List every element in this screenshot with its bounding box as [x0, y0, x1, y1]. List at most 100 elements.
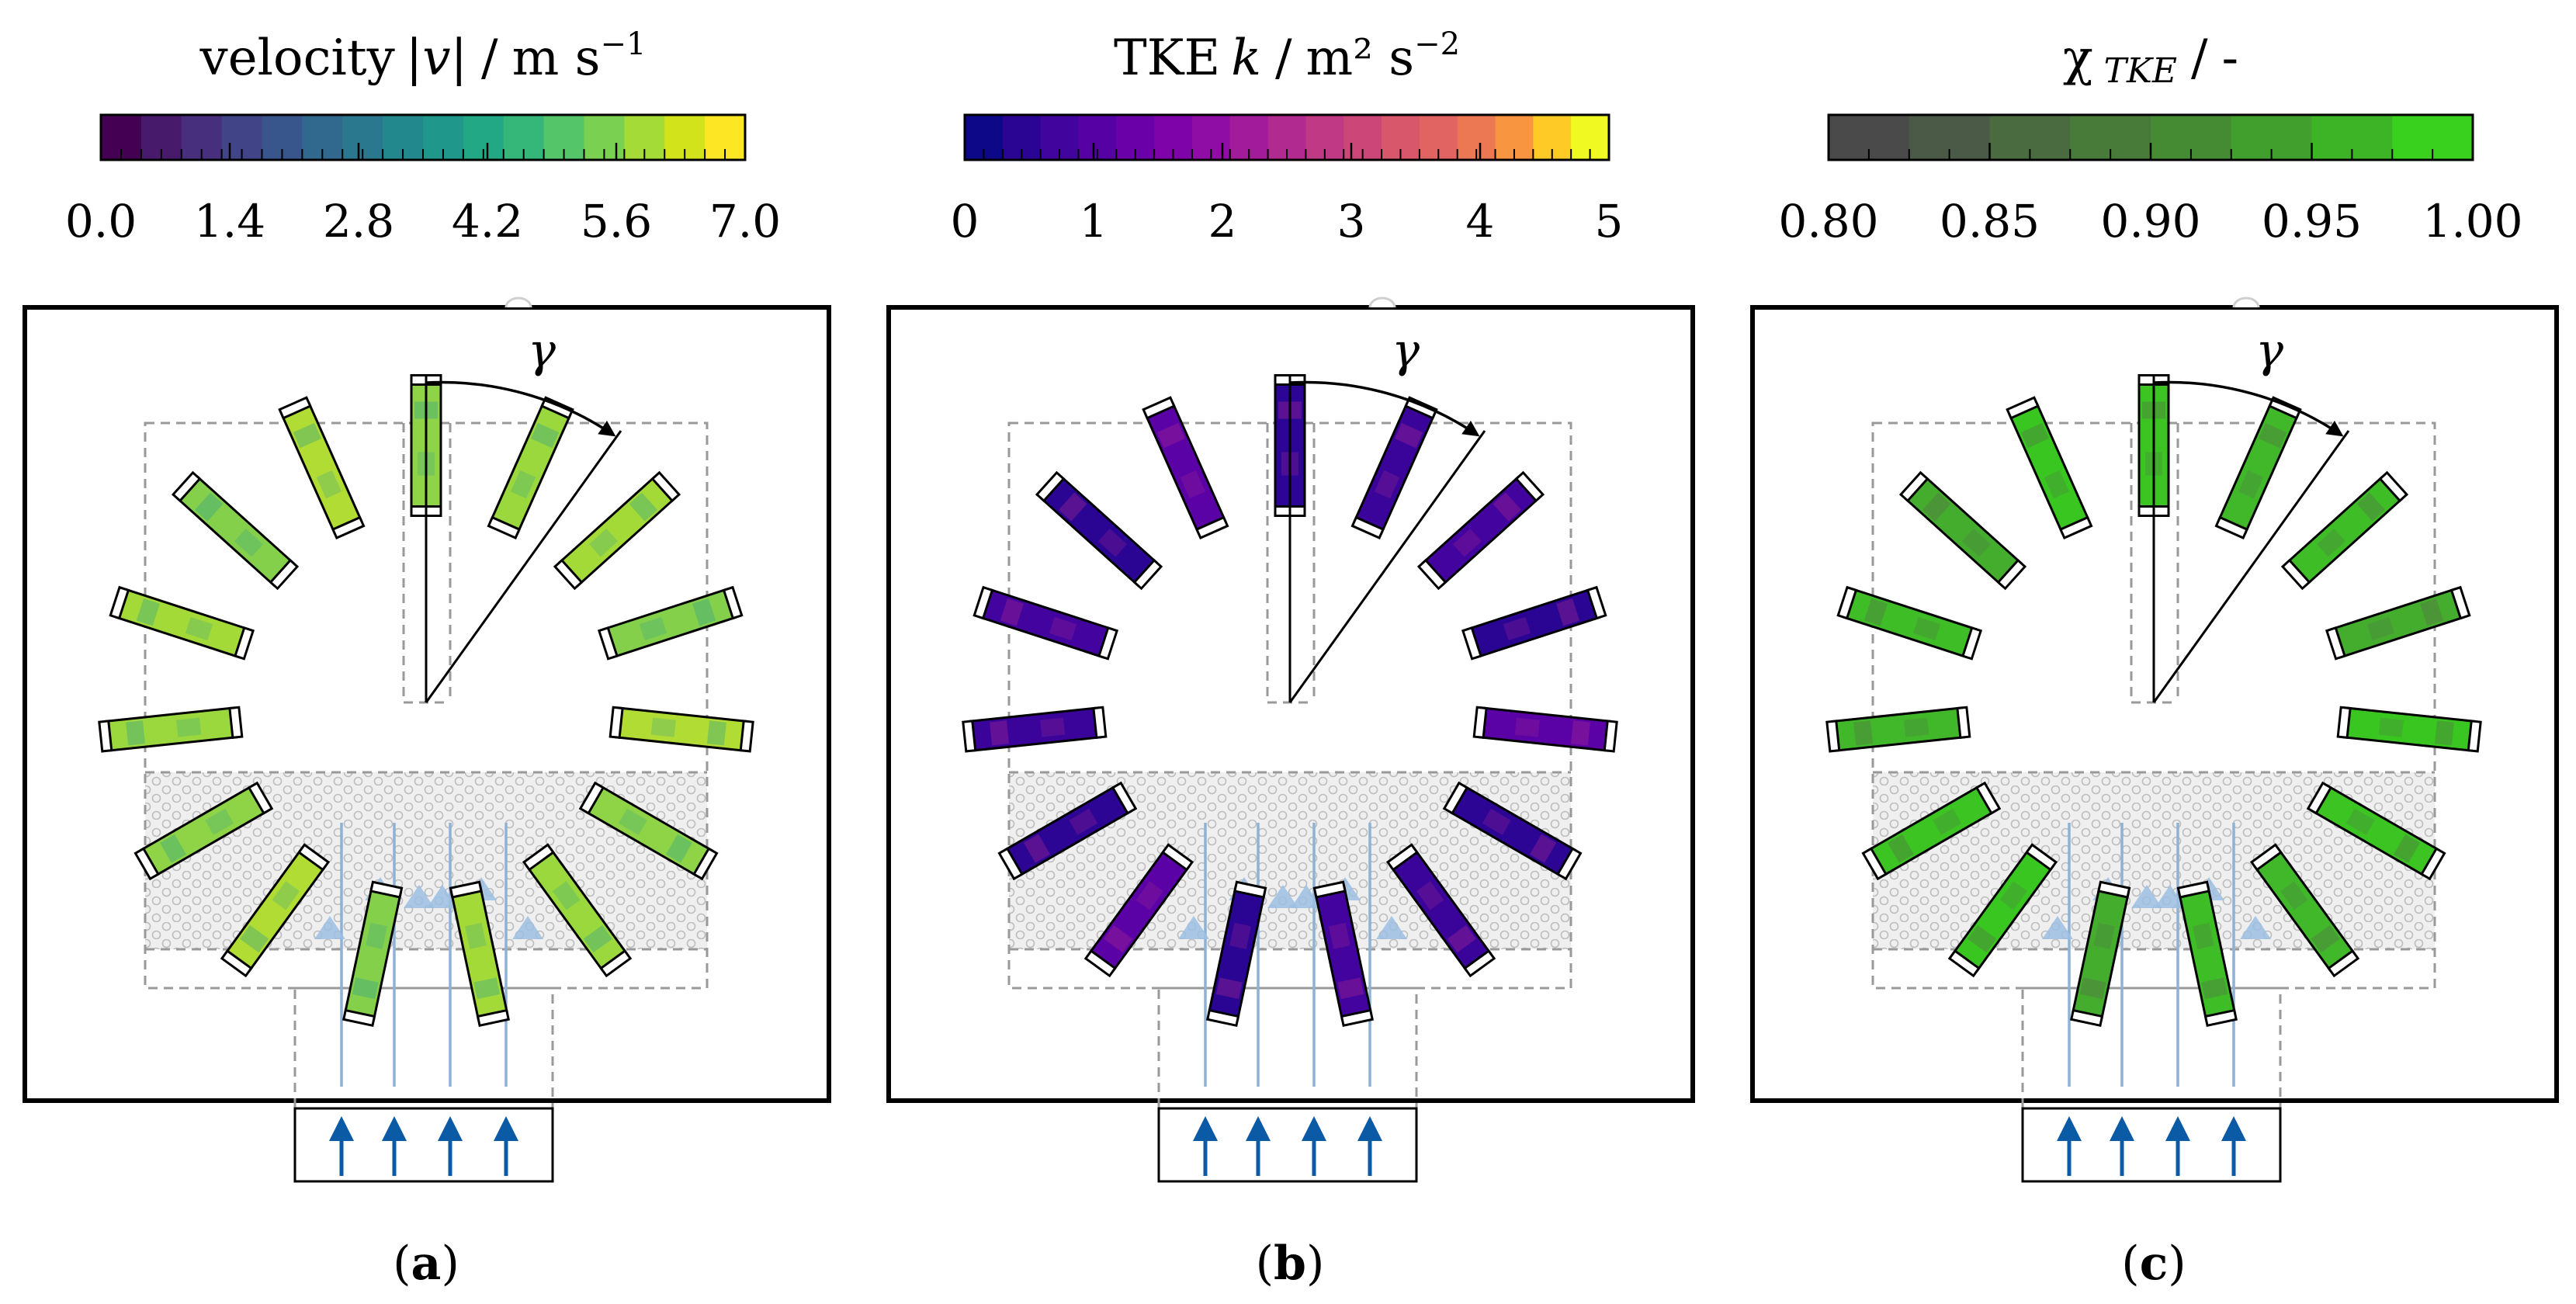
blade-field-patch	[706, 720, 726, 746]
blade-cap	[962, 720, 977, 753]
blade-cap	[1142, 396, 1176, 420]
blade-field-patch	[1933, 808, 1962, 835]
blade-cap	[2378, 470, 2409, 503]
blade-field-patch	[1394, 422, 1423, 449]
blade-field-patch	[176, 717, 202, 737]
blade-cap	[2249, 843, 2283, 872]
panel-a: 0.0 1.4 2.8 4.2 5.6 7.0 velocity |v| / m s−1 γ (a)	[23, 26, 831, 1291]
blade-cap	[2006, 396, 2040, 420]
blade-field-patch	[1104, 924, 1133, 953]
blade-field-patch	[159, 834, 186, 863]
caption-letter: b	[1274, 1236, 1306, 1291]
flow-arrow	[314, 916, 345, 939]
blade-cap	[522, 843, 555, 872]
blade	[1898, 470, 2027, 591]
blade	[2006, 396, 2093, 540]
colorbar-label-main: velocity	[199, 29, 395, 87]
inlet-duct	[1157, 987, 1418, 1110]
blade-field-patch	[316, 470, 342, 499]
blade	[1206, 880, 1267, 1028]
blade-field-patch	[2311, 924, 2340, 953]
colorbar-label-unit: m s	[512, 29, 601, 87]
blade	[1416, 470, 1545, 591]
blade-cap	[1603, 720, 1618, 753]
angle-rotated-line	[2152, 430, 2350, 703]
inlet-arrow-head	[1357, 1116, 1382, 1141]
blade	[1825, 706, 1971, 753]
colorbar-tick-label: 0.95	[2262, 195, 2362, 248]
caption-letter: a	[411, 1236, 442, 1291]
blade-cap	[2306, 781, 2333, 815]
blade-field-patch	[1069, 808, 1098, 835]
blade	[2306, 781, 2446, 881]
flow-arrow	[2155, 885, 2186, 908]
blade-cap	[599, 949, 633, 978]
blade-field-patch	[1853, 720, 1874, 746]
caption-close-paren: )	[1306, 1236, 1324, 1291]
blade-cap	[1111, 781, 1138, 815]
angle-arc-arrow	[425, 380, 616, 437]
panel-c: 0.80 0.85 0.90 0.95 1.00 χ TKE / - γ (c)	[1750, 29, 2559, 1291]
blade	[2280, 470, 2409, 591]
flow-arrow	[2240, 916, 2271, 939]
blade-cap	[297, 843, 331, 872]
blade-cap	[234, 626, 255, 661]
colorbar-tick-label: 0.80	[1778, 195, 1878, 248]
blade-field-patch	[1922, 492, 1951, 522]
blade-field-patch	[126, 720, 146, 746]
blade-cap	[171, 470, 202, 503]
blade-cap	[98, 720, 113, 753]
blade	[449, 880, 510, 1028]
blade-field-patch	[185, 616, 213, 641]
blade-field-patch	[1023, 834, 1050, 863]
blade-field-patch	[2020, 422, 2050, 449]
blade-field-patch	[1555, 598, 1580, 626]
colorbar-label-sep: /	[2191, 29, 2208, 87]
blade-field-patch	[194, 492, 224, 522]
blade	[2325, 585, 2471, 661]
blade-field-patch	[2258, 422, 2287, 449]
blade-cap	[1233, 880, 1267, 899]
blade-field-patch	[2079, 977, 2106, 1000]
blade-cap	[2203, 1008, 2238, 1028]
blade-cap	[997, 847, 1024, 881]
blade-cap	[1836, 585, 1858, 620]
colorbar-tick-label: 0.0	[65, 195, 137, 248]
blade-field-patch	[1453, 529, 1482, 557]
blade-field-patch	[589, 529, 619, 557]
blade	[608, 706, 754, 753]
blade-field-patch	[1503, 616, 1531, 641]
angle-symbol: γ	[1392, 324, 1420, 378]
blade-cap	[2327, 949, 2360, 978]
blade-cap	[449, 880, 483, 899]
blade-cap	[1961, 626, 1983, 661]
blade-cap	[1947, 949, 1981, 978]
blade-cap	[1350, 515, 1385, 540]
blade	[1312, 880, 1374, 1028]
blade-cap	[722, 585, 744, 620]
blade-cap	[342, 1008, 376, 1028]
blade	[597, 585, 744, 661]
panel-b: 0 1 2 3 4 5 TKE k / m² s−2 γ (b)	[886, 26, 1695, 1291]
blade-cap	[1161, 843, 1194, 872]
blade-cap	[2058, 515, 2093, 540]
inlet-arrow-head	[1246, 1116, 1271, 1141]
blade-field-patch	[2394, 834, 2421, 863]
blade-cap	[1340, 1008, 1374, 1028]
colorbar-tick-label: 4.2	[452, 195, 523, 248]
colorbar-label: χ TKE / -	[2063, 29, 2238, 91]
blade	[1461, 585, 1607, 661]
blade-field-patch	[272, 881, 300, 910]
colorbar-label-main: TKE	[1114, 29, 1220, 87]
inlet-arrow-head	[1193, 1116, 1218, 1141]
blade-field-patch	[1530, 834, 1557, 863]
colorbar-label: velocity |v| / m s−1	[199, 26, 647, 87]
blade-field-patch	[553, 881, 581, 910]
blade-field-patch	[629, 492, 658, 522]
blade	[1385, 843, 1496, 978]
blade-cap	[1956, 706, 1971, 739]
colorbar-tick-label: 5.6	[581, 195, 652, 248]
blade-cap	[247, 781, 274, 815]
blade-cap	[1416, 558, 1447, 591]
blade-field-patch	[234, 529, 263, 557]
